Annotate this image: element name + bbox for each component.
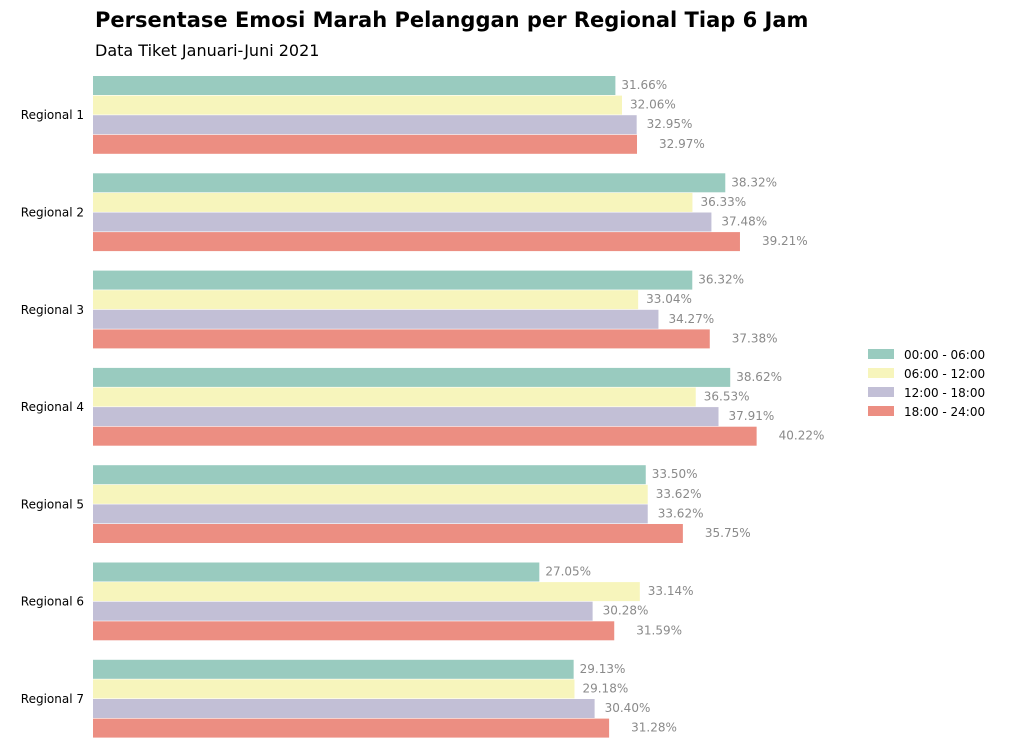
data-label: 36.33% xyxy=(700,195,746,209)
legend-label: 12:00 - 18:00 xyxy=(904,386,985,400)
data-label: 29.18% xyxy=(582,681,628,695)
data-label: 33.50% xyxy=(652,467,698,481)
data-label: 33.14% xyxy=(648,584,694,598)
bar xyxy=(93,192,693,212)
bar xyxy=(93,387,696,407)
data-label: 39.21% xyxy=(762,234,808,248)
data-label: 32.95% xyxy=(647,117,693,131)
bar xyxy=(93,718,610,738)
bar xyxy=(93,134,638,154)
legend-swatch xyxy=(868,406,894,416)
data-label: 38.32% xyxy=(731,175,777,189)
value-labels: 31.66% 32.06% 32.95% 32.97% 38.32% 36.33% 37.4… xyxy=(545,78,824,735)
legend-label: 00:00 - 06:00 xyxy=(904,348,985,362)
data-label: 33.62% xyxy=(656,487,702,501)
category-label: Regional 2 xyxy=(21,206,84,220)
bar xyxy=(93,270,693,290)
bar xyxy=(93,212,712,232)
data-label: 34.27% xyxy=(668,312,714,326)
data-label: 30.40% xyxy=(605,701,651,715)
legend-label: 06:00 - 12:00 xyxy=(904,367,985,381)
data-label: 29.13% xyxy=(580,662,626,676)
bar xyxy=(93,621,615,641)
bar xyxy=(93,484,648,504)
data-label: 27.05% xyxy=(545,565,591,579)
data-label: 33.04% xyxy=(646,292,692,306)
bar xyxy=(93,601,593,621)
legend-label: 18:00 - 24:00 xyxy=(904,405,985,419)
bar xyxy=(93,407,719,427)
category-label: Regional 4 xyxy=(21,400,84,414)
bar xyxy=(93,232,740,252)
category-label: Regional 5 xyxy=(21,497,84,511)
legend-swatch xyxy=(868,368,894,378)
chart-title: Persentase Emosi Marah Pelanggan per Reg… xyxy=(95,8,808,32)
bar xyxy=(93,290,639,310)
legend: 00:00 - 06:00 06:00 - 12:00 12:00 - 18:00 1… xyxy=(868,348,985,419)
bar xyxy=(93,562,540,582)
bar xyxy=(93,95,622,115)
data-label: 38.62% xyxy=(736,370,782,384)
data-label: 32.06% xyxy=(630,98,676,112)
data-label: 33.62% xyxy=(658,506,704,520)
chart-subtitle: Data Tiket Januari-Juni 2021 xyxy=(95,41,319,60)
data-label: 36.32% xyxy=(698,273,744,287)
category-label: Regional 1 xyxy=(21,108,84,122)
data-label: 36.53% xyxy=(704,390,750,404)
data-label: 31.59% xyxy=(636,623,682,637)
category-labels: Regional 1 Regional 2 Regional 3 Regional 4… xyxy=(21,108,84,706)
data-label: 37.48% xyxy=(721,215,767,229)
data-label: 37.38% xyxy=(732,331,778,345)
bar xyxy=(93,524,683,543)
bar xyxy=(93,426,757,446)
category-label: Regional 6 xyxy=(21,595,84,609)
bar xyxy=(93,367,731,387)
bar xyxy=(93,309,659,329)
data-label: 31.28% xyxy=(631,721,677,735)
bars-group xyxy=(93,76,757,738)
bar xyxy=(93,465,646,485)
data-label: 30.28% xyxy=(603,604,649,618)
category-label: Regional 3 xyxy=(21,303,84,317)
bar xyxy=(93,115,637,135)
data-label: 37.91% xyxy=(729,409,775,423)
data-label: 40.22% xyxy=(779,429,825,443)
bar xyxy=(93,76,616,95)
bar xyxy=(93,582,640,602)
bar xyxy=(93,173,726,193)
bar xyxy=(93,329,710,349)
data-label: 31.66% xyxy=(621,78,667,92)
bar xyxy=(93,699,595,718)
data-label: 35.75% xyxy=(705,526,751,540)
legend-swatch xyxy=(868,387,894,397)
legend-swatch xyxy=(868,349,894,359)
category-label: Regional 7 xyxy=(21,692,84,706)
bar xyxy=(93,504,648,524)
bar xyxy=(93,659,574,679)
data-label: 32.97% xyxy=(659,137,705,151)
bar xyxy=(93,679,575,699)
